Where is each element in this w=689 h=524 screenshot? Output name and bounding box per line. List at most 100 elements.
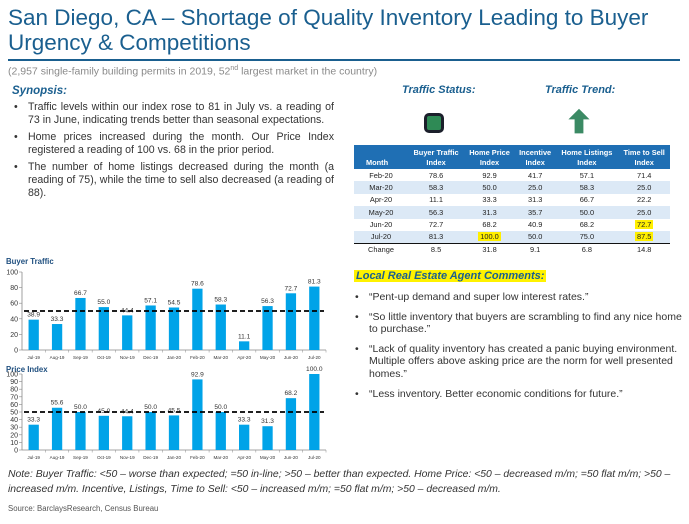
y-tick-label: 100 xyxy=(6,270,18,277)
table-cell: Apr-20 xyxy=(354,193,408,207)
bar-value-label: 50.0 xyxy=(214,404,227,411)
table-cell: 31.3 xyxy=(464,206,515,219)
chart-bar xyxy=(122,416,133,450)
up-arrow-icon xyxy=(566,107,592,135)
table-cell: 78.6 xyxy=(408,169,465,182)
x-tick-label: Jul-20 xyxy=(308,455,321,460)
x-tick-label: Jul-20 xyxy=(308,355,321,360)
x-tick-label: Jul-19 xyxy=(27,455,40,460)
bar-value-label: 31.3 xyxy=(261,418,274,425)
table-header-row: Buyer Traffic Home Price Incentive Home … xyxy=(354,145,670,157)
table-cell: Jul-20 xyxy=(354,230,408,244)
table-cell: 57.1 xyxy=(555,169,619,182)
bar-value-label: 68.2 xyxy=(285,390,298,397)
table-cell: 8.5 xyxy=(408,243,465,256)
x-tick-label: Dec-19 xyxy=(143,355,158,360)
chart-bar xyxy=(51,324,63,350)
bar-value-label: 50.0 xyxy=(74,404,87,411)
synopsis-bullet: The number of home listings decreased du… xyxy=(12,161,334,199)
x-tick-label: Mar-20 xyxy=(213,355,228,360)
chart-bar xyxy=(239,341,250,350)
bar-value-label: 33.3 xyxy=(27,417,40,424)
table-cell: 68.2 xyxy=(464,218,515,231)
chart-bar xyxy=(28,319,39,350)
agent-comment: “Pent-up demand and super low interest r… xyxy=(355,291,683,304)
chart-bar xyxy=(75,297,86,350)
y-tick-label: 30 xyxy=(10,425,18,432)
y-tick-label: 10 xyxy=(10,440,18,447)
chart-bar xyxy=(98,307,109,350)
table-cell: 100.0 xyxy=(464,230,515,244)
table-header-cell: Index xyxy=(618,157,670,169)
table-cell: 31.3 xyxy=(514,193,556,207)
synopsis-bullet: Home prices increased during the month. … xyxy=(12,131,334,156)
chart-bar xyxy=(192,288,203,350)
synopsis-heading: Synopsis: xyxy=(12,85,67,97)
bar-value-label: 100.0 xyxy=(306,366,323,373)
y-tick-label: 0 xyxy=(14,448,18,455)
x-tick-label: Aug-19 xyxy=(50,355,65,360)
table-row: Mar-20 58.3 50.0 25.0 58.3 25.0 xyxy=(354,181,670,194)
table-cell: Feb-20 xyxy=(354,169,408,182)
traffic-trend-label: Traffic Trend: xyxy=(545,84,616,96)
bar-value-label: 66.7 xyxy=(74,290,87,297)
table-cell: 75.0 xyxy=(555,230,619,244)
table-cell: 50.0 xyxy=(464,181,515,194)
chart-bar xyxy=(262,426,273,450)
y-tick-label: 80 xyxy=(10,285,18,292)
table-cell: 50.0 xyxy=(555,206,619,219)
table-cell: 71.4 xyxy=(618,169,670,182)
bar-value-label: 54.5 xyxy=(168,299,181,306)
traffic-index-table: Buyer Traffic Home Price Incentive Home … xyxy=(354,145,670,256)
bar-value-label: 78.6 xyxy=(191,281,204,288)
bar-value-label: 55.6 xyxy=(51,400,64,407)
bar-value-label: 50.0 xyxy=(144,404,157,411)
table-header-cell: Index xyxy=(555,157,619,169)
table-header-cell: Incentive xyxy=(514,145,556,157)
table-header-cell: Buyer Traffic xyxy=(408,145,465,157)
table-cell: 92.9 xyxy=(464,169,515,182)
chart-bar xyxy=(75,412,86,450)
agent-comment: “Less inventory. Better economic conditi… xyxy=(355,388,683,401)
table-row: Jul-20 81.3 100.0 50.0 75.0 87.5 xyxy=(354,230,670,244)
table-row: Apr-20 11.1 33.3 31.3 66.7 22.2 xyxy=(354,193,670,207)
title-divider xyxy=(8,59,680,61)
chart-bar xyxy=(239,424,250,450)
table-cell: 72.7 xyxy=(408,218,465,231)
page-subtitle: (2,957 single-family building permits in… xyxy=(8,65,377,78)
y-tick-label: 60 xyxy=(10,402,18,409)
table-cell: 68.2 xyxy=(555,218,619,231)
chart-bar xyxy=(215,412,226,450)
y-tick-label: 40 xyxy=(10,316,18,323)
y-tick-label: 20 xyxy=(10,332,18,339)
subtitle-text-pre: (2,957 single-family building permits in… xyxy=(8,65,231,78)
bar-value-label: 92.9 xyxy=(191,371,204,378)
bar-value-label: 44.4 xyxy=(121,408,134,415)
chart-bar xyxy=(145,412,156,450)
table-header-row: Month Index Index Index Index Index xyxy=(354,157,670,169)
table-header-cell: Home Listings xyxy=(555,145,619,157)
chart-bar xyxy=(28,424,39,450)
agent-comments-heading: Local Real Estate Agent Comments: xyxy=(354,270,547,282)
subtitle-text-post: largest market in the country) xyxy=(238,65,378,78)
chart-bar xyxy=(98,415,109,450)
table-header-cell: Month xyxy=(354,157,408,169)
highlighted-value: 87.5 xyxy=(634,232,654,242)
agent-comment: “Lack of quality inventory has created a… xyxy=(355,343,683,381)
chart-bar xyxy=(168,307,180,350)
table-cell: 33.3 xyxy=(464,193,515,207)
chart-bar xyxy=(192,379,203,450)
y-tick-label: 60 xyxy=(10,301,18,308)
table-cell: 66.7 xyxy=(555,193,619,207)
chart-bar xyxy=(215,304,226,350)
table-row: Feb-20 78.6 92.9 41.7 57.1 71.4 xyxy=(354,169,670,182)
x-tick-label: Jan-20 xyxy=(167,455,181,460)
x-tick-label: Nov-19 xyxy=(120,455,135,460)
y-tick-label: 100 xyxy=(6,372,18,379)
table-header-cell: Time to Sell xyxy=(618,145,670,157)
x-tick-label: Feb-20 xyxy=(190,455,205,460)
table-cell: 11.1 xyxy=(408,193,465,207)
x-tick-label: Nov-19 xyxy=(120,355,135,360)
table-cell: Change xyxy=(354,243,408,256)
x-tick-label: Aug-19 xyxy=(50,455,65,460)
